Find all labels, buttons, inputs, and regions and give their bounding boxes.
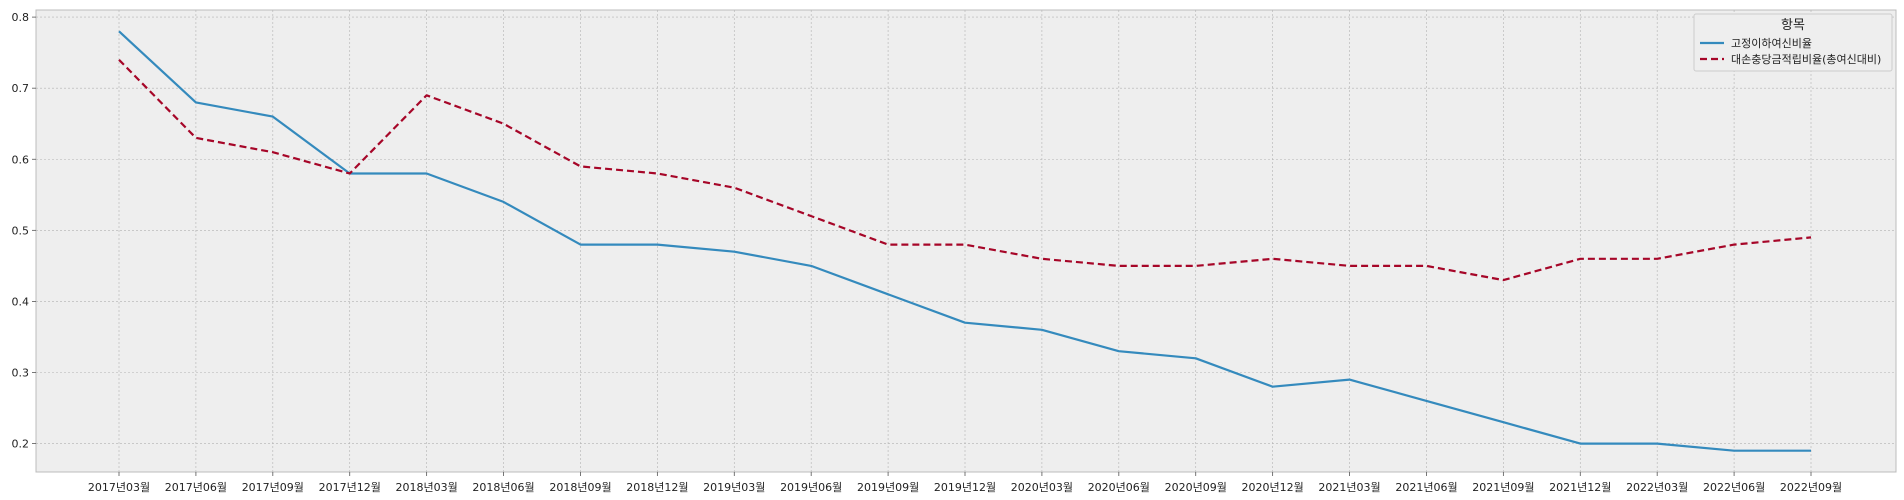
x-tick-label: 2019년12월	[934, 481, 996, 494]
x-tick-label: 2018년06월	[472, 481, 534, 494]
y-tick-label: 0.7	[12, 82, 30, 95]
x-tick-label: 2020년06월	[1088, 481, 1150, 494]
x-tick-label: 2017년03월	[88, 481, 150, 494]
x-tick-label: 2019년06월	[780, 481, 842, 494]
x-tick-label: 2022년09월	[1780, 481, 1842, 494]
x-tick-label: 2018년09월	[549, 481, 611, 494]
x-tick-label: 2019년03월	[703, 481, 765, 494]
legend-title: 항목	[1781, 18, 1805, 33]
legend-label-1: 대손충당금적립비율(총여신대비)	[1731, 53, 1881, 66]
legend-label-0: 고정이하여신비율	[1731, 36, 1812, 50]
x-tick-label: 2020년12월	[1242, 481, 1304, 494]
x-tick-label: 2018년03월	[396, 481, 458, 494]
x-tick-label: 2017년12월	[319, 481, 381, 494]
grid-lines	[36, 10, 1896, 472]
y-tick-label: 0.8	[12, 11, 30, 24]
series-line-1	[118, 59, 1812, 282]
x-tick-label: 2020년03월	[1011, 481, 1073, 494]
x-tick-label: 2021년12월	[1549, 481, 1611, 494]
x-tick-label: 2022년06월	[1703, 481, 1765, 494]
x-tick-label: 2021년03월	[1318, 481, 1380, 494]
y-tick-label: 0.6	[12, 153, 30, 166]
x-tick-label: 2017년06월	[165, 481, 227, 494]
x-tick-label: 2017년09월	[242, 481, 304, 494]
x-tick-label: 2022년03월	[1626, 481, 1688, 494]
legend-box	[1693, 13, 1893, 72]
y-tick-label: 0.5	[12, 224, 30, 237]
y-tick-label: 0.4	[12, 295, 30, 308]
x-tick-label: 2021년09월	[1472, 481, 1534, 494]
y-axis: 0.2 0.3 0.4 0.5 0.6 0.7 0.8	[12, 11, 36, 451]
x-tick-label: 2019년09월	[857, 481, 919, 494]
x-tick-label: 2018년12월	[626, 481, 688, 494]
y-tick-label: 0.3	[12, 366, 30, 379]
y-tick-label: 0.2	[12, 438, 30, 451]
x-tick-label: 2021년06월	[1395, 481, 1457, 494]
x-axis: 2017년03월 2017년06월 2017년09월 2017년12월 2018년03월…	[88, 472, 1842, 494]
series-line-0	[118, 30, 1811, 452]
x-tick-label: 2020년09월	[1165, 481, 1227, 494]
plot-background	[35, 9, 1897, 473]
series-lines	[118, 30, 1812, 452]
